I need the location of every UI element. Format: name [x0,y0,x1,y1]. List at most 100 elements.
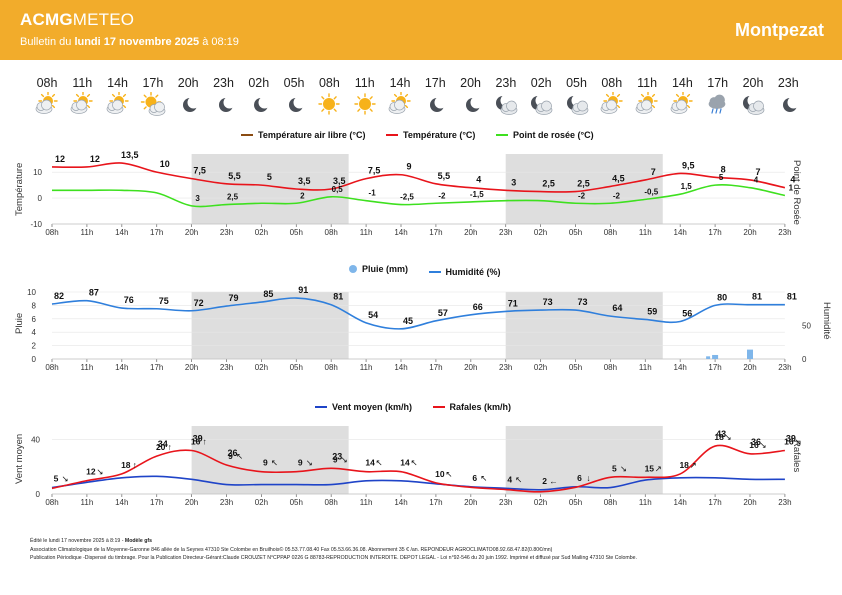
moon-icon [457,92,485,116]
forecast-hour: 05h [276,76,312,90]
wind-data-label: 15 [645,463,655,473]
bulletin-suffix: à 08:19 [199,36,239,48]
temperature-data-label: 13,5 [121,150,139,160]
wind-data-label: 9 [263,458,268,468]
forecast-slot: 02h [523,76,559,116]
rain-x-tick-label: 20h [185,363,198,372]
rain-humidity-chart: 08h 11h 14h 17h 20h 23h 02h 05h 08h 11h 14h 17h 20h 2… [0,280,842,380]
wind-x-tick-label: 20h [743,498,756,507]
rain-x-tick-label: 14h [394,363,407,372]
forecast-hour: 08h [594,76,630,90]
humidity-data-label: 76 [124,295,134,305]
rain-x-tick-label: 08h [604,363,617,372]
forecast-hour: 11h [347,76,383,90]
wind-direction-arrow: ↘ [620,463,627,473]
wind-direction-arrow: ↖ [410,458,417,468]
temp-y-tick-label: -10 [30,220,42,229]
temperature-data-label: 5,5 [438,171,451,181]
forecast-slot: 05h [276,76,312,116]
wind-x-tick-label: 20h [464,498,477,507]
wind-data-label: 18 [679,460,689,470]
forecast-hour: 02h [523,76,559,90]
wind-x-tick-label: 20h [185,498,198,507]
gust-data-label: 43 [716,429,726,439]
humidity-data-label: 73 [577,297,587,307]
forecast-slot: 14h [382,76,418,116]
forecast-hour: 11h [629,76,665,90]
humidity-data-label: 81 [752,292,762,302]
temp-x-tick-label: 23h [220,228,233,237]
rain-bar [712,355,718,359]
dew-point-data-label: -2 [438,191,446,200]
forecast-slot: 17h [135,76,171,116]
gust-data-label: 34 [158,439,168,449]
legend-swatch-wind [315,406,327,408]
brand-logo: ACMGMETEO [20,10,134,30]
forecast-hour: 02h [241,76,277,90]
humidity-data-label: 81 [333,292,343,302]
rain-x-tick-label: 17h [150,363,163,372]
dew-point-data-label: -2 [613,191,621,200]
wind-data-label: 14 [365,458,375,468]
wind-direction-arrow: ↘ [96,467,103,477]
rain-x-tick-label: 11h [81,363,94,372]
wind-x-tick-label: 08h [604,498,617,507]
rain-x-tick-label: 08h [45,363,58,372]
humidity-data-label: 57 [438,308,448,318]
temperature-data-label: 7,5 [368,166,381,176]
wind-direction-arrow: ↘ [306,458,313,468]
temp-x-tick-label: 23h [499,228,512,237]
legend-label-dew-point: Point de rosée (°C) [513,130,594,140]
temp-y-tick-label: 10 [33,168,42,177]
wind-data-label: 2 [542,476,547,486]
wind-x-tick-label: 11h [81,498,94,507]
forecast-hour: 14h [664,76,700,90]
gust-data-label: 23 [332,451,342,461]
temp-x-tick-label: 20h [464,228,477,237]
forecast-slot: 17h [700,76,736,116]
rain-x-tick-label: 23h [499,363,512,372]
wind-x-tick-label: 02h [534,498,547,507]
brand-bold-text: ACMG [20,10,73,29]
wind-x-tick-label: 05h [569,498,582,507]
forecast-slot: 05h [559,76,595,116]
forecast-slot: 14h [664,76,700,116]
temp-x-tick-label: 02h [255,228,268,237]
forecast-slot: 14h [100,76,136,116]
location-name: Montpezat [735,20,824,41]
legend-item-wind: Vent moyen (km/h) [315,402,412,412]
temp-x-tick-label: 17h [708,228,721,237]
forecast-slot: 11h [629,76,665,116]
humidity-data-label: 73 [543,297,553,307]
temperature-data-label: 9,5 [682,160,695,170]
rain-y-tick-label: 4 [32,328,37,337]
temperature-data-label: 4,5 [612,173,625,183]
rain-y-tick-label: 2 [32,342,37,351]
forecast-slot: 20h [170,76,206,116]
rain-bar [747,350,753,359]
footer-line-association: Association Climatologique de la Moyenne… [30,546,637,555]
forecast-hour: 20h [170,76,206,90]
temperature-data-label: 2,5 [542,179,555,189]
moon-icon [421,92,449,116]
partly-cloudy-sun-icon [633,92,661,116]
gust-data-label: 26 [227,448,237,458]
legend-item-humidity: Humidité (%) [429,267,501,277]
rain-x-tick-label: 17h [429,363,442,372]
wind-x-tick-label: 23h [778,498,791,507]
wind-night-band [506,426,663,494]
bulletin-prefix: Bulletin du [20,36,74,48]
wind-direction-arrow: ↑ [168,442,172,452]
wind-direction-arrow: ↖ [445,469,452,479]
rain-x-tick-label: 14h [115,363,128,372]
humidity-data-label: 85 [263,289,273,299]
rain-x-tick-label: 23h [778,363,791,372]
rain-humidity-legend: Pluie (mm) Humidité (%) [340,264,510,277]
legend-item-temperature: Température (°C) [386,130,475,140]
temperature-data-label: 7 [651,167,656,177]
forecast-hour: 17h [417,76,453,90]
footer: Édité le lundi 17 novembre 2025 à 8:19 -… [30,537,637,563]
wind-x-tick-label: 11h [360,498,373,507]
footer-line-edition: Édité le lundi 17 novembre 2025 à 8:19 -… [30,537,637,546]
rain-x-tick-label: 11h [360,363,373,372]
